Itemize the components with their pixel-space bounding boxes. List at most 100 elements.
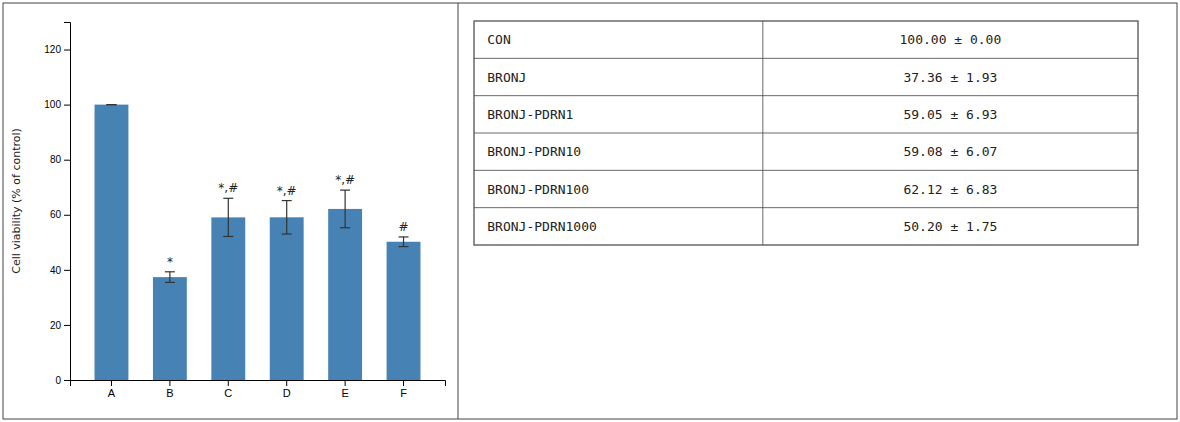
error-bar-cap: [223, 236, 233, 237]
x-tick-mark: [403, 380, 404, 386]
y-tick: 80: [50, 154, 70, 165]
table-label: BRONJ-PDRN1000: [487, 219, 597, 234]
x-tick-label: E: [341, 387, 348, 399]
table-value: 62.12 ± 6.83: [903, 182, 997, 197]
outer-border: [3, 3, 1177, 419]
error-bar-cap: [340, 227, 350, 228]
annotations: * *,# *,# *,# #: [167, 173, 409, 269]
x-tick: B: [166, 380, 173, 399]
table-value: 59.08 ± 6.07: [903, 144, 997, 159]
plot-area: [95, 105, 421, 380]
divider: [458, 3, 459, 419]
y-tick: 120: [44, 44, 70, 55]
table-row-line: [474, 133, 1138, 134]
x-tick-mark: [111, 380, 112, 386]
error-bar-cap: [165, 271, 175, 272]
error-bar: [340, 190, 350, 228]
table-label: BRONJ-PDRN1: [487, 107, 573, 122]
x-axis: A B C D E F: [71, 380, 446, 399]
annotation: *,#: [335, 173, 355, 187]
table-label: BRONJ-PDRN100: [487, 182, 589, 197]
x-tick: E: [341, 380, 348, 399]
error-bar-stem: [403, 237, 404, 247]
y-axis-title: Cell viability (% of control): [10, 128, 23, 274]
x-tick-label: A: [108, 387, 116, 399]
y-tick-label: 40: [50, 265, 62, 276]
y-tick-label: 0: [55, 375, 61, 386]
y-axis-line: [64, 23, 71, 381]
table-value: 50.20 ± 1.75: [903, 219, 997, 234]
y-tick-mark: [64, 325, 70, 326]
y-tick-mark: [64, 160, 70, 161]
error-bar: [223, 198, 233, 236]
table-row-line: [474, 207, 1138, 208]
y-tick-label: 100: [44, 99, 61, 110]
error-bar-cap: [282, 200, 292, 201]
x-tick-label: C: [224, 387, 232, 399]
annotation: *,#: [277, 184, 297, 198]
error-bar-stem: [169, 272, 170, 283]
y-tick-mark: [64, 105, 70, 106]
error-bar-stem: [286, 201, 287, 234]
y-tick: 100: [44, 99, 70, 110]
x-tick-label: F: [400, 387, 407, 399]
bar: [95, 105, 129, 380]
annotation: *,#: [218, 181, 238, 195]
y-tick-label: 120: [44, 44, 61, 55]
x-tick: A: [108, 380, 116, 399]
error-bar-cap: [106, 104, 116, 105]
x-tick-mark: [228, 380, 229, 386]
y-tick-mark: [64, 380, 70, 381]
y-tick: 0: [55, 375, 70, 386]
error-bar: [282, 201, 292, 234]
table-label: BRONJ: [487, 70, 526, 85]
error-bar-stem: [345, 190, 346, 228]
y-tick-mark: [64, 50, 70, 51]
y-tick-label: 20: [50, 320, 62, 331]
table-row-line: [474, 170, 1138, 171]
y-tick-label: 60: [50, 209, 62, 220]
error-bar-cap: [399, 236, 409, 237]
x-tick-mark: [345, 380, 346, 386]
table-value: 100.00 ± 0.00: [900, 32, 1002, 47]
bar: [153, 277, 187, 380]
error-bar-cap: [106, 104, 116, 105]
bar: [387, 242, 421, 380]
y-tick-mark: [64, 270, 70, 271]
annotation: *: [167, 255, 173, 269]
error-bar-cap: [282, 233, 292, 234]
error-bar-cap: [165, 282, 175, 283]
x-tick-mark: [169, 380, 170, 386]
y-tick-label: 80: [50, 154, 62, 165]
table-value: 59.05 ± 6.93: [903, 107, 997, 122]
table-value: 37.36 ± 1.93: [903, 70, 997, 85]
x-tick-label: D: [283, 387, 291, 399]
error-bar: [165, 272, 175, 283]
error-bar-stem: [228, 198, 229, 236]
table-row-line: [474, 58, 1138, 59]
x-tick: C: [224, 380, 232, 399]
x-tick-label: B: [166, 387, 173, 399]
error-bar: [399, 237, 409, 247]
chart-svg: 0 20 40 60 80 100 120 A B C D E F Cell viability (% o…: [0, 0, 1180, 422]
bar: [211, 217, 245, 380]
x-tick: D: [283, 380, 291, 399]
annotation: #: [398, 220, 408, 234]
error-bar-cap: [340, 190, 350, 191]
y-tick: 20: [50, 320, 70, 331]
error-bar: [106, 104, 116, 105]
x-axis-line: [71, 381, 446, 387]
x-tick: F: [400, 380, 407, 399]
y-axis: 0 20 40 60 80 100 120: [44, 23, 70, 386]
bar: [328, 209, 362, 380]
y-tick-mark: [64, 215, 70, 216]
error-bar-cap: [223, 198, 233, 199]
error-bar-cap: [399, 246, 409, 247]
table-label: CON: [487, 32, 510, 47]
table-label: BRONJ-PDRN10: [487, 144, 581, 159]
table-border: [474, 21, 1138, 245]
bar: [270, 217, 304, 380]
table-row-line: [474, 95, 1138, 96]
x-tick-mark: [286, 380, 287, 386]
table: CON BRONJ BRONJ-PDRN1 BRONJ-PDRN10 BRONJ-PDR…: [474, 21, 1138, 245]
